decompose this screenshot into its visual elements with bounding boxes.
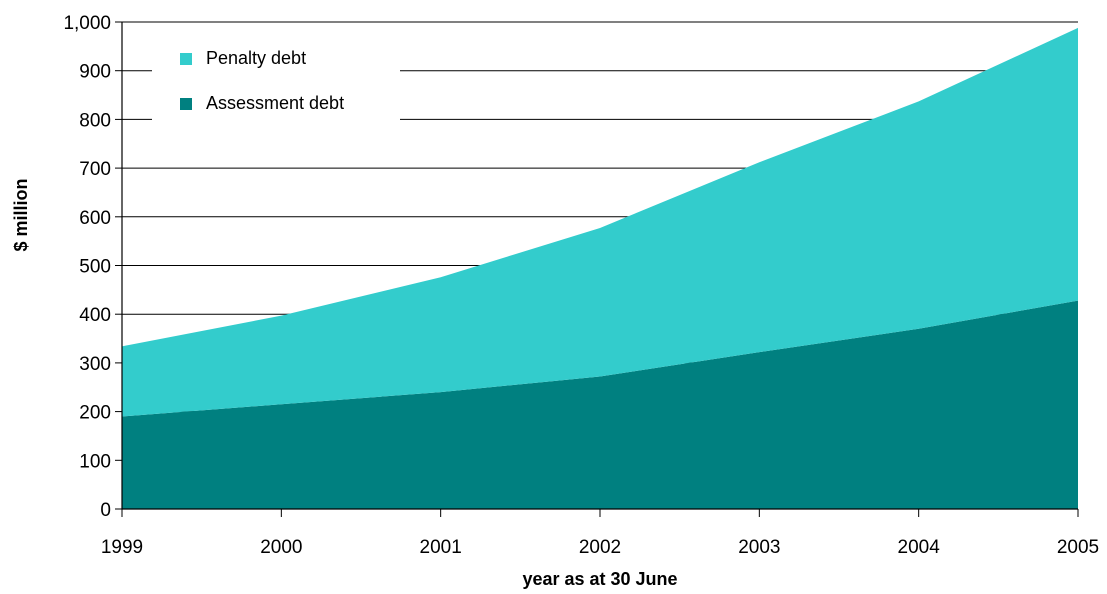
y-tick-label: 700 [79,159,111,180]
x-tick-label: 2004 [898,537,941,558]
x-tick-label: 2005 [1057,537,1099,558]
y-axis-title: $ million [11,178,31,251]
area-penalty-debt [122,27,1078,417]
y-tick-label: 800 [79,110,111,131]
series-areas [122,27,1078,509]
y-tick-label: 500 [79,257,111,278]
y-tick-label: 100 [79,451,111,472]
legend-label-assessment-debt: Assessment debt [206,93,344,113]
y-tick-label: 900 [79,62,111,83]
y-tick-label: 0 [100,500,111,521]
x-tick-label: 2000 [260,537,302,558]
legend-label-penalty-debt: Penalty debt [206,48,306,68]
legend-background [152,36,400,124]
area-assessment-debt [122,300,1078,509]
x-tick-label: 2002 [579,537,621,558]
x-tick-label: 2001 [420,537,462,558]
y-tick-label: 300 [79,354,111,375]
legend: Penalty debt Assessment debt [152,36,400,124]
x-tick-label: 2003 [738,537,780,558]
y-tick-labels: 0 100 200 300 400 500 600 700 800 900 1,000 [63,13,111,521]
y-tick-label: 600 [79,208,111,229]
legend-swatch-penalty-debt [180,53,192,65]
x-tick-label: 1999 [101,537,143,558]
y-tick-label: 400 [79,305,111,326]
legend-swatch-assessment-debt [180,98,192,110]
x-axis-title: year as at 30 June [522,569,677,589]
y-tick-label: 1,000 [63,13,111,34]
axes [115,21,1079,517]
y-tick-label: 200 [79,403,111,424]
x-tick-labels: 1999 2000 2001 2002 2003 2004 2005 [101,537,1099,558]
